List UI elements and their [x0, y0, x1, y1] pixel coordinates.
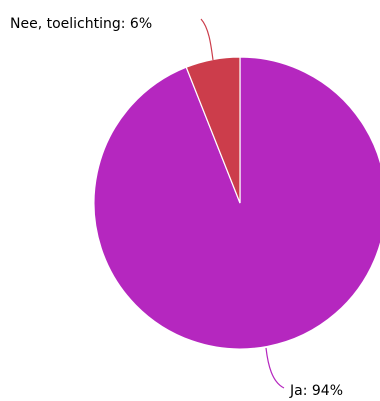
pie-slices: [94, 57, 380, 349]
slice-label-nee-toelichting: Nee, toelichting: 6%: [10, 16, 152, 32]
slice-label-ja: Ja: 94%: [289, 383, 343, 399]
leader-line-ja: [266, 348, 284, 388]
leader-line-nee-toelichting: [201, 19, 213, 60]
